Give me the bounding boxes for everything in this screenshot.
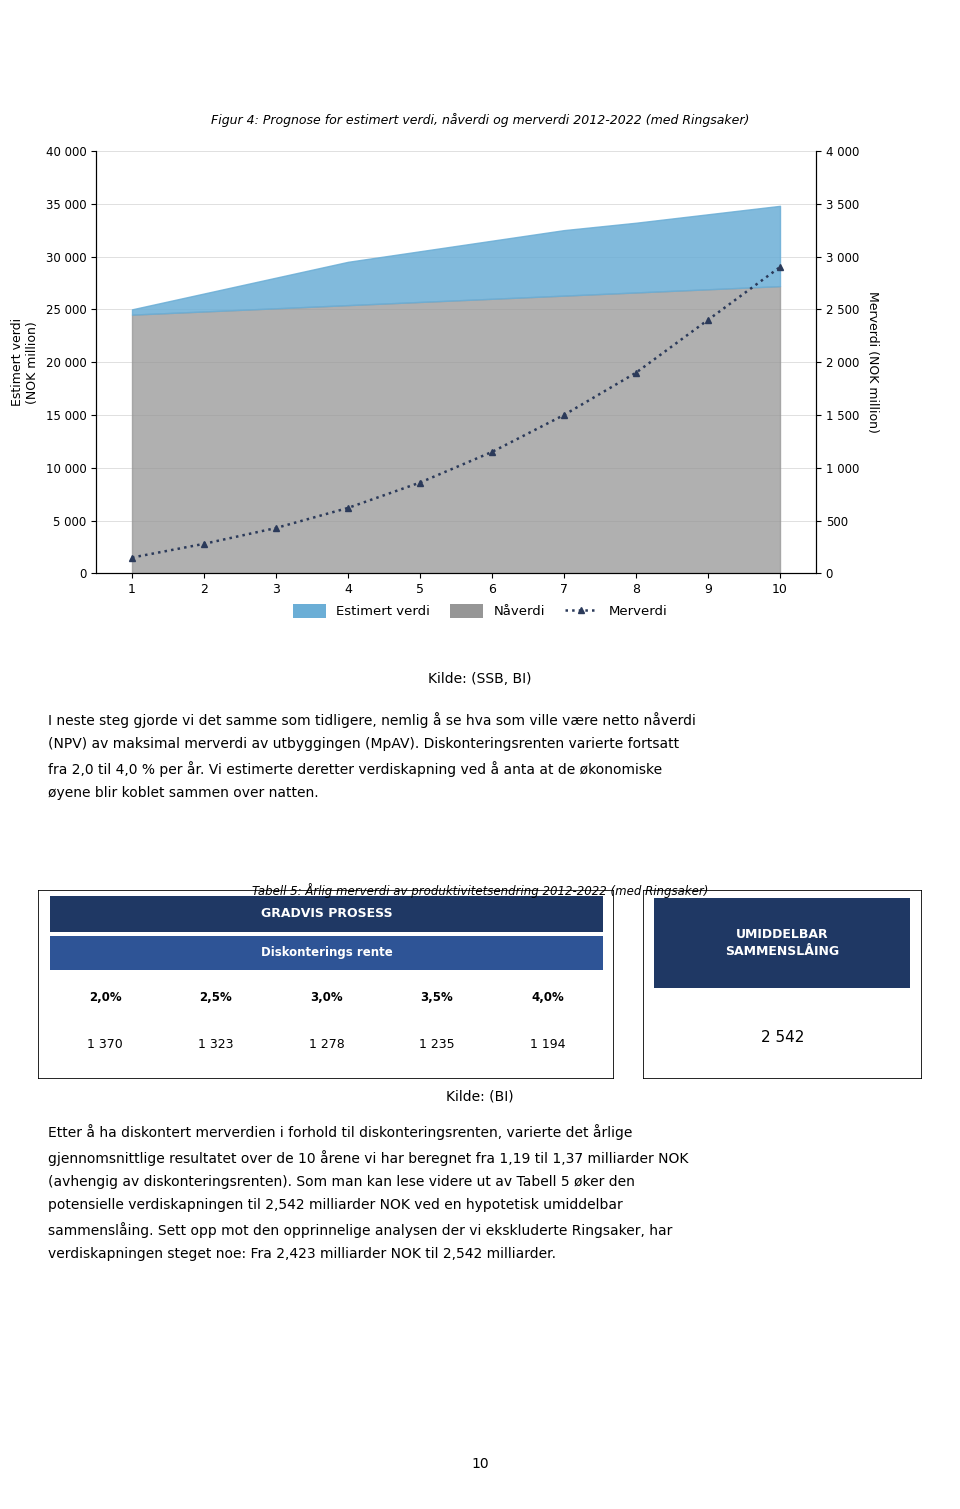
FancyBboxPatch shape	[655, 898, 910, 988]
Text: 1 370: 1 370	[87, 1038, 123, 1052]
Text: I neste steg gjorde vi det samme som tidligere, nemlig å se hva som ville være n: I neste steg gjorde vi det samme som tid…	[48, 712, 696, 800]
Text: UMIDDELBAR
SAMMENSLÅING: UMIDDELBAR SAMMENSLÅING	[726, 928, 839, 958]
Text: GRADVIS PROSESS: GRADVIS PROSESS	[260, 907, 393, 920]
Text: Diskonterings rente: Diskonterings rente	[260, 946, 393, 960]
Text: 2,0%: 2,0%	[89, 991, 122, 1005]
Text: Figur 4: Prognose for estimert verdi, nåverdi og merverdi 2012-2022 (med Ringsak: Figur 4: Prognose for estimert verdi, nå…	[211, 113, 749, 127]
FancyBboxPatch shape	[643, 890, 922, 1079]
Y-axis label: Estimert verdi
(NOK million): Estimert verdi (NOK million)	[11, 318, 38, 406]
Text: 3,0%: 3,0%	[310, 991, 343, 1005]
Text: Kilde: (BI): Kilde: (BI)	[446, 1089, 514, 1103]
Text: 10: 10	[471, 1458, 489, 1471]
Text: 2 542: 2 542	[760, 1031, 804, 1044]
FancyBboxPatch shape	[50, 936, 603, 970]
Y-axis label: Merverdi (NOK million): Merverdi (NOK million)	[866, 291, 878, 433]
Text: 3,5%: 3,5%	[420, 991, 453, 1005]
Text: 2,5%: 2,5%	[200, 991, 232, 1005]
Text: 1 235: 1 235	[420, 1038, 455, 1052]
FancyBboxPatch shape	[38, 890, 614, 1079]
FancyBboxPatch shape	[50, 896, 603, 933]
Text: 4,0%: 4,0%	[531, 991, 564, 1005]
Legend: Estimert verdi, Nåverdi, Merverdi: Estimert verdi, Nåverdi, Merverdi	[288, 599, 672, 623]
Text: Tabell 5: Årlig merverdi av produktivitetsendring 2012-2022 (med Ringsaker): Tabell 5: Årlig merverdi av produktivite…	[252, 883, 708, 898]
Text: 1 194: 1 194	[530, 1038, 565, 1052]
Text: Kilde: (SSB, BI): Kilde: (SSB, BI)	[428, 672, 532, 685]
Text: 1 323: 1 323	[198, 1038, 233, 1052]
Text: 1 278: 1 278	[308, 1038, 345, 1052]
Text: Etter å ha diskontert merverdien i forhold til diskonteringsrenten, varierte det: Etter å ha diskontert merverdien i forho…	[48, 1124, 688, 1262]
